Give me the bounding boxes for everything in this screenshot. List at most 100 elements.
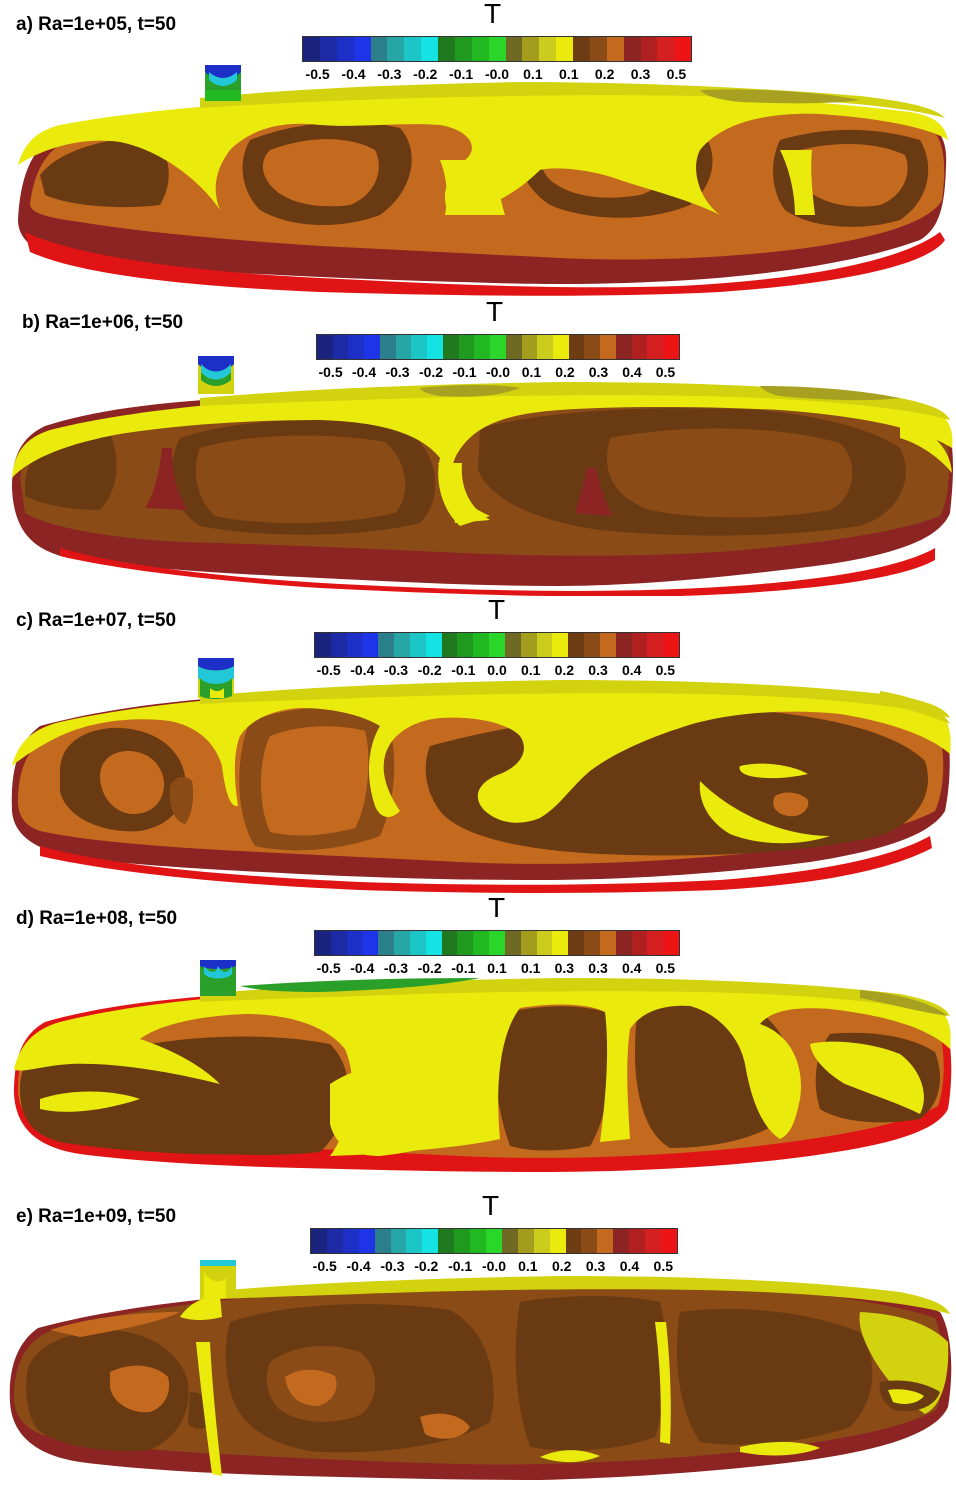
colorbar-tick-label: -0.1 — [449, 66, 474, 82]
colorbar-tick-label: 0.3 — [554, 960, 575, 976]
colorbar-swatch — [470, 1229, 486, 1253]
colorbar-swatch — [589, 37, 607, 61]
colorbar-swatch — [442, 335, 459, 359]
colorbar-swatch — [422, 1229, 439, 1253]
colorbar-tick-label: -0.1 — [451, 662, 476, 678]
panel-title: d) Ra=1e+08, t=50 — [16, 908, 178, 929]
colorbar-tick-label: 0.2 — [594, 66, 615, 82]
colorbar-swatch — [615, 633, 632, 657]
colorbar-swatch — [326, 1229, 343, 1253]
colorbar-tick-label: 0.2 — [555, 364, 575, 380]
colorbar-tick-label: 0.1 — [518, 1258, 538, 1274]
field-body-a — [18, 82, 948, 296]
colorbar-tick-label: -0.0 — [481, 1258, 507, 1274]
colorbar-tick-label: 0.3 — [630, 66, 651, 82]
colorbar-tick-label: -0.2 — [414, 1258, 439, 1274]
colorbar-swatch — [330, 931, 347, 955]
colorbar-swatch — [303, 37, 320, 61]
colorbar-swatch — [311, 1229, 327, 1253]
colorbar-swatch — [631, 633, 648, 657]
colorbar-swatch — [394, 931, 410, 955]
colorbar-swatch — [441, 633, 458, 657]
colorbar-label: T — [488, 892, 506, 923]
colorbar-tick-label: -0.5 — [305, 66, 330, 82]
colorbar-tick-label: -0.0 — [485, 364, 511, 380]
colorbar-swatch — [330, 633, 347, 657]
colorbar-swatch — [584, 931, 600, 955]
colorbar-swatch — [346, 931, 363, 955]
colorbar-swatch — [584, 335, 601, 359]
colorbar-swatch — [473, 633, 490, 657]
colorbar-swatch — [315, 633, 331, 657]
inlet-nozzle-a — [205, 65, 241, 101]
colorbar-swatch — [553, 335, 569, 359]
colorbar-tick-label: 0.4 — [619, 1258, 640, 1274]
colorbar-swatch — [378, 633, 395, 657]
colorbar-tick-label: 0.5 — [655, 364, 676, 380]
colorbar — [314, 930, 680, 956]
colorbar-ticks: -0.5 -0.4 -0.3 -0.2 -0.1 -0.0 0.1 0.1 0.2 0.3 0.5 — [302, 66, 692, 84]
colorbar-swatch — [549, 1229, 566, 1253]
panel-e: e) Ra=1e+09, t=50 T -0.5 -0.4 -0.3 -0.2 -0.1… — [0, 1190, 956, 1492]
temperature-field-d — [14, 960, 952, 1172]
colorbar-swatch — [315, 931, 331, 955]
temperature-field-b — [12, 356, 953, 596]
colorbar-swatch — [533, 1229, 550, 1253]
colorbar-swatch — [657, 37, 675, 61]
colorbar-swatch — [629, 1229, 646, 1253]
colorbar-swatch — [395, 335, 412, 359]
colorbar-tick-label: 0.1 — [487, 960, 507, 976]
panel-a: a) Ra=1e+05, t=50 T -0.5 -0.4 -0.3 -0.2 -0.1… — [0, 0, 956, 298]
temperature-field-e — [9, 1260, 952, 1480]
colorbar-swatch — [454, 1229, 471, 1253]
colorbar-swatch — [565, 1229, 582, 1253]
colorbar-swatch — [370, 37, 388, 61]
colorbar-swatch — [505, 37, 523, 61]
colorbar-swatch — [501, 1229, 518, 1253]
colorbar-swatch — [537, 335, 554, 359]
field-body-b — [12, 382, 953, 596]
colorbar-swatch — [379, 335, 396, 359]
colorbar-swatch — [471, 37, 489, 61]
colorbar-tick-label: -0.1 — [448, 1258, 473, 1274]
colorbar — [314, 632, 680, 658]
colorbar-tick-label: -0.5 — [318, 364, 343, 380]
colorbar — [310, 1228, 678, 1254]
colorbar-swatch — [631, 931, 648, 955]
colorbar-swatch — [647, 931, 664, 955]
colorbar-swatch — [599, 633, 616, 657]
colorbar-tick-label: 0.3 — [588, 364, 609, 380]
colorbar-swatch — [606, 37, 624, 61]
colorbar-swatch — [378, 931, 395, 955]
colorbar-swatch — [660, 1229, 677, 1253]
colorbar-tick-label: -0.1 — [452, 364, 477, 380]
colorbar-swatch — [522, 37, 540, 61]
colorbar-tick-label: 0.4 — [621, 662, 642, 678]
colorbar-swatch — [615, 931, 632, 955]
colorbar-swatch — [438, 1229, 455, 1253]
colorbar-tick-label: 0.5 — [653, 1258, 673, 1274]
colorbar-swatch — [317, 335, 333, 359]
colorbar-swatch — [362, 931, 379, 955]
colorbar-label: T — [488, 594, 506, 625]
inlet-nozzle-c — [198, 658, 234, 699]
colorbar-tick-label: -0.1 — [451, 960, 476, 976]
colorbar-ticks: -0.5 -0.4 -0.3 -0.2 -0.1 -0.0 0.1 0.2 0.3 0.4 0.5 — [310, 1258, 678, 1276]
colorbar-tick-label: -0.2 — [418, 364, 444, 380]
inlet-nozzle-b — [198, 356, 234, 394]
colorbar-swatch — [394, 633, 410, 657]
colorbar-tick-label: 0.5 — [655, 662, 676, 678]
inlet-nozzle-e — [200, 1260, 236, 1298]
colorbar-tick-label: -0.3 — [383, 662, 409, 678]
colorbar-swatch — [489, 633, 505, 657]
panel-c: c) Ra=1e+07, t=50 T -0.5 -0.4 -0.3 -0.2 -0.1… — [0, 594, 956, 894]
colorbar-tick-label: -0.4 — [341, 66, 366, 82]
colorbar-tick-label: 0.4 — [622, 364, 642, 380]
colorbar-swatch — [536, 633, 553, 657]
colorbar-swatch — [504, 633, 521, 657]
colorbar-swatch — [573, 37, 590, 61]
colorbar-tick-label: -0.3 — [377, 66, 402, 82]
panel-title: a) Ra=1e+05, t=50 — [16, 14, 177, 35]
colorbar-tick-label: 0.1 — [559, 66, 579, 82]
colorbar-swatch — [556, 37, 573, 61]
